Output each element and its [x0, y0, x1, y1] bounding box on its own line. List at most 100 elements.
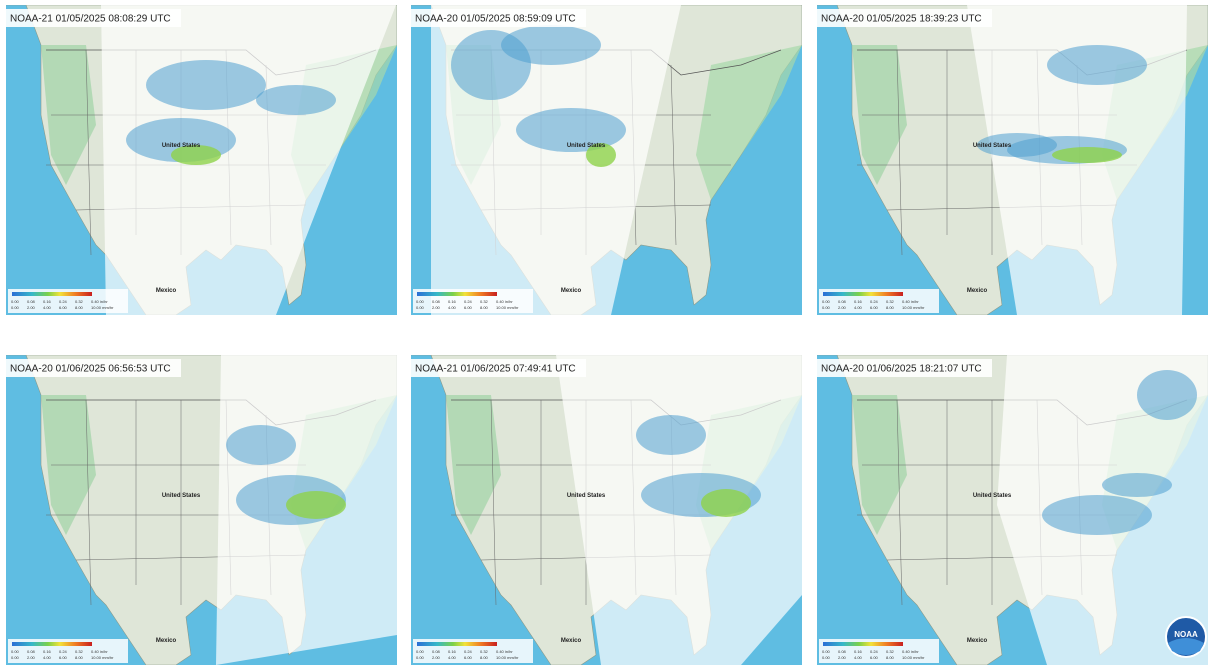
title-box: [817, 359, 992, 377]
panel-title: NOAA-21 01/05/2025 08:08:29 UTC: [10, 14, 171, 25]
legend-label: 0.00: [822, 299, 831, 304]
legend-label: 0.16: [854, 299, 863, 304]
map-panel: United States Mexico NOAA-21 01/05/2025 08…: [6, 5, 397, 315]
legend-label: 0.00: [416, 649, 425, 654]
legend-label: 0.08: [432, 649, 441, 654]
legend-label: 0.08: [838, 299, 847, 304]
legend-label: 0.24: [59, 299, 68, 304]
precip: [146, 60, 266, 110]
legend-label: 6.00: [870, 655, 879, 660]
legend-label: 0.40 in/hr: [91, 299, 108, 304]
panel-title: NOAA-20 01/05/2025 08:59:09 UTC: [415, 14, 576, 25]
legend-label: 0.24: [870, 299, 879, 304]
legend-label: 0.16: [854, 649, 863, 654]
country-label: United States: [162, 143, 201, 149]
legend-label: 0.00: [11, 649, 20, 654]
panel-title: NOAA-20 01/05/2025 18:39:23 UTC: [821, 14, 982, 25]
country-label: United States: [973, 143, 1012, 149]
legend-label: 0.08: [27, 299, 36, 304]
title-box: [411, 359, 586, 377]
legend-label: 2.00: [27, 305, 36, 310]
precip: [1102, 473, 1172, 497]
legend-label: 0.32: [886, 649, 895, 654]
heavy-precip: [286, 491, 346, 519]
legend-label: 0.00: [822, 305, 831, 310]
legend-label: 0.24: [59, 649, 68, 654]
legend-bar: [417, 642, 497, 646]
legend-label: 6.00: [870, 305, 879, 310]
heavy-precip: [701, 489, 751, 517]
legend-label: 10.00 mm/hr: [496, 305, 519, 310]
legend-label: 6.00: [464, 655, 473, 660]
country-label: Mexico: [561, 638, 582, 644]
precip: [1042, 495, 1152, 535]
precip: [256, 85, 336, 115]
legend-label: 10.00 mm/hr: [902, 655, 925, 660]
legend-label: 10.00 mm/hr: [91, 655, 114, 660]
country-label: Mexico: [561, 288, 582, 294]
legend-label: 8.00: [480, 305, 489, 310]
legend-label: 8.00: [75, 655, 84, 660]
legend-label: 8.00: [886, 305, 895, 310]
panel-title: NOAA-21 01/06/2025 07:49:41 UTC: [415, 364, 576, 375]
legend-label: 6.00: [464, 305, 473, 310]
legend-label: 0.08: [27, 649, 36, 654]
legend-label: 0.00: [416, 655, 425, 660]
legend-label: 4.00: [448, 305, 457, 310]
legend-label: 0.32: [480, 649, 489, 654]
precip: [1137, 370, 1197, 420]
panel-title: NOAA-20 01/06/2025 18:21:07 UTC: [821, 364, 982, 375]
legend-label: 0.40 in/hr: [496, 299, 513, 304]
legend-label: 0.00: [11, 299, 20, 304]
logo-text: NOAA: [1174, 630, 1198, 639]
precip: [1047, 45, 1147, 85]
legend-bar: [12, 642, 92, 646]
map-panel: United States Mexico NOAA-21 01/06/2025 07…: [411, 355, 802, 665]
legend-label: 0.08: [432, 299, 441, 304]
legend-bar: [823, 642, 903, 646]
country-label: United States: [162, 493, 201, 499]
legend-label: 0.08: [838, 649, 847, 654]
legend-label: 2.00: [432, 305, 441, 310]
map-panel: United States Mexico NOAA-20 01/05/2025 18…: [817, 5, 1208, 315]
country-label: Mexico: [156, 638, 177, 644]
legend-label: 4.00: [43, 655, 52, 660]
precip: [501, 25, 601, 65]
map-panel: United States Mexico NOAA-20 01/06/2025 18…: [817, 355, 1208, 665]
title-box: [411, 9, 586, 27]
legend-label: 0.32: [480, 299, 489, 304]
legend-label: 8.00: [75, 305, 84, 310]
legend-label: 4.00: [854, 655, 863, 660]
country-label: Mexico: [967, 288, 988, 294]
legend-label: 8.00: [886, 655, 895, 660]
legend-label: 0.16: [448, 299, 457, 304]
legend-label: 0.00: [822, 649, 831, 654]
legend-label: 6.00: [59, 655, 68, 660]
legend-label: 0.00: [416, 299, 425, 304]
map-panel: United States Mexico NOAA-20 01/05/2025 08…: [411, 5, 802, 315]
legend-label: 0.40 in/hr: [91, 649, 108, 654]
legend-label: 0.40 in/hr: [496, 649, 513, 654]
forest-east: [696, 45, 802, 200]
legend-label: 0.16: [43, 649, 52, 654]
legend-bar: [823, 292, 903, 296]
legend-label: 10.00 mm/hr: [496, 655, 519, 660]
legend-label: 0.24: [870, 649, 879, 654]
legend-label: 0.40 in/hr: [902, 649, 919, 654]
legend-label: 0.00: [11, 305, 20, 310]
map-panel: United States Mexico NOAA-20 01/06/2025 06…: [6, 355, 397, 665]
legend-label: 4.00: [854, 305, 863, 310]
legend-label: 6.00: [59, 305, 68, 310]
country-label: United States: [567, 143, 606, 149]
logo-wave: [1168, 638, 1204, 655]
title-box: [6, 9, 181, 27]
legend-label: 0.00: [416, 305, 425, 310]
legend-label: 0.16: [448, 649, 457, 654]
legend-label: 2.00: [432, 655, 441, 660]
legend-label: 0.32: [75, 649, 84, 654]
legend-label: 4.00: [43, 305, 52, 310]
heavy-precip: [171, 145, 221, 165]
legend-label: 4.00: [448, 655, 457, 660]
legend-label: 0.24: [464, 649, 473, 654]
precip: [636, 415, 706, 455]
